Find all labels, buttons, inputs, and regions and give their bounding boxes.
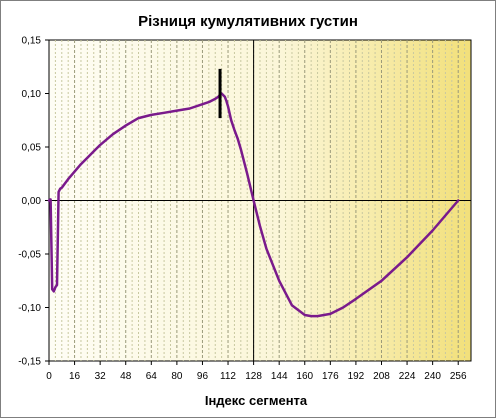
x-axis-label: Індекс сегмента bbox=[205, 393, 308, 408]
x-tick-label: 96 bbox=[197, 371, 209, 382]
x-tick-label: 0 bbox=[46, 371, 52, 382]
x-tick-label: 80 bbox=[171, 371, 183, 382]
x-tick-label: 112 bbox=[220, 371, 236, 382]
x-tick-label: 224 bbox=[399, 371, 416, 382]
x-tick-label: 144 bbox=[271, 371, 288, 382]
y-axis-ticks: 0,15 0,10 0,05 0,00 -0,05 -0,10 -0,15 bbox=[18, 36, 49, 368]
y-tick-label: 0,00 bbox=[22, 196, 42, 207]
x-tick-label: 176 bbox=[322, 371, 339, 382]
y-tick-label: -0,10 bbox=[18, 303, 41, 314]
y-tick-label: -0,05 bbox=[18, 250, 41, 261]
chart-title: Різниця кумулятивних густин bbox=[138, 13, 358, 30]
y-tick-label: 0,15 bbox=[22, 36, 42, 47]
y-tick-label: -0,15 bbox=[18, 357, 41, 368]
x-axis-ticks: 0 16 32 48 64 80 96 112 128 144 160 176 192 208 224 240… bbox=[46, 361, 467, 382]
x-tick-label: 48 bbox=[120, 371, 132, 382]
x-tick-label: 128 bbox=[245, 371, 262, 382]
x-tick-label: 32 bbox=[95, 371, 107, 382]
series-group bbox=[47, 68, 460, 318]
x-tick-label: 64 bbox=[146, 371, 158, 382]
x-tick-label: 160 bbox=[296, 371, 313, 382]
x-tick-label: 208 bbox=[373, 371, 390, 382]
x-tick-label: 240 bbox=[424, 371, 441, 382]
x-tick-label: 192 bbox=[348, 371, 365, 382]
x-tick-label: 16 bbox=[69, 371, 81, 382]
x-tick-label: 256 bbox=[450, 371, 467, 382]
y-tick-label: 0,10 bbox=[22, 89, 42, 100]
y-tick-label: 0,05 bbox=[22, 143, 42, 154]
series-line bbox=[47, 92, 460, 318]
